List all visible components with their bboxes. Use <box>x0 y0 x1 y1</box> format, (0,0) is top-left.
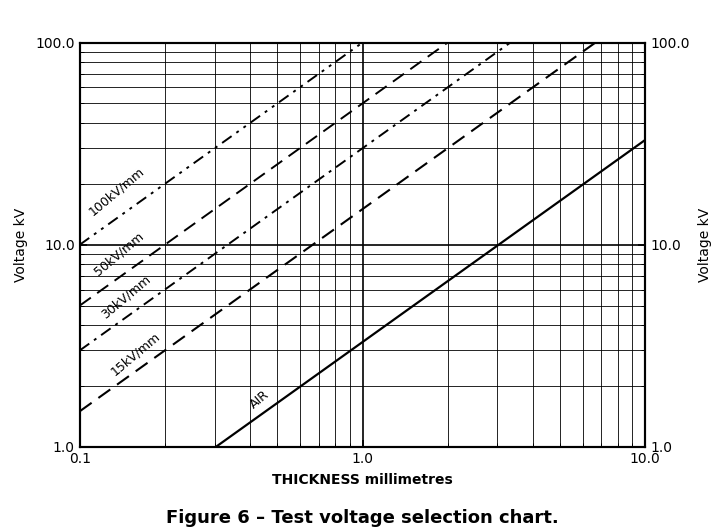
Text: 30kV/mm: 30kV/mm <box>99 272 153 321</box>
Text: 100kV/mm: 100kV/mm <box>86 164 147 218</box>
X-axis label: THICKNESS millimetres: THICKNESS millimetres <box>272 473 453 487</box>
Text: AIR: AIR <box>248 388 272 411</box>
Text: 50kV/mm: 50kV/mm <box>92 230 146 279</box>
Text: 15kV/mm: 15kV/mm <box>108 329 162 378</box>
Text: Figure 6 – Test voltage selection chart.: Figure 6 – Test voltage selection chart. <box>166 509 559 527</box>
Y-axis label: Voltage kV: Voltage kV <box>698 207 712 282</box>
Y-axis label: Voltage kV: Voltage kV <box>14 207 28 282</box>
